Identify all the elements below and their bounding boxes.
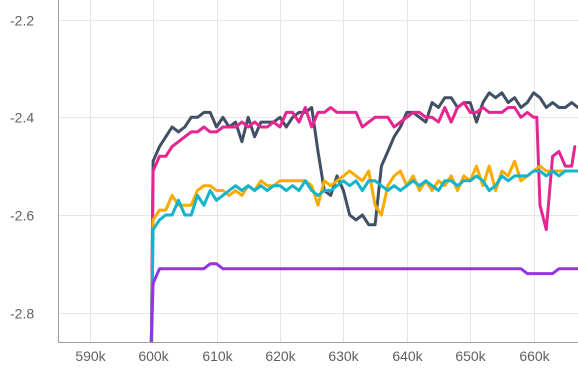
grid-layer: [58, 0, 578, 342]
x-tick-label: 630k: [328, 348, 359, 364]
x-tick-label: 610k: [202, 348, 233, 364]
y-tick-label: -2.8: [10, 306, 34, 322]
x-tick-label: 660k: [519, 348, 550, 364]
series-line-1: [149, 91, 578, 342]
y-tick-label: -2.6: [10, 208, 34, 224]
x-tick-label: 590k: [75, 348, 106, 364]
x-tick-label: 650k: [455, 348, 486, 364]
series-line-2: [149, 101, 577, 342]
series-line-5: [149, 262, 578, 342]
series-line-3: [149, 159, 578, 342]
series-layer: [149, 91, 578, 342]
axis-layer: 590k 600k 610k 620k 630k 640k 650k 660k -2.2 -2.4…: [10, 0, 578, 364]
series-line-4: [149, 169, 578, 342]
x-tick-label: 620k: [265, 348, 296, 364]
y-tick-label: -2.4: [10, 110, 34, 126]
x-tick-label: 640k: [392, 348, 423, 364]
x-tick-label: 600k: [138, 348, 169, 364]
y-tick-label: -2.2: [10, 13, 34, 29]
